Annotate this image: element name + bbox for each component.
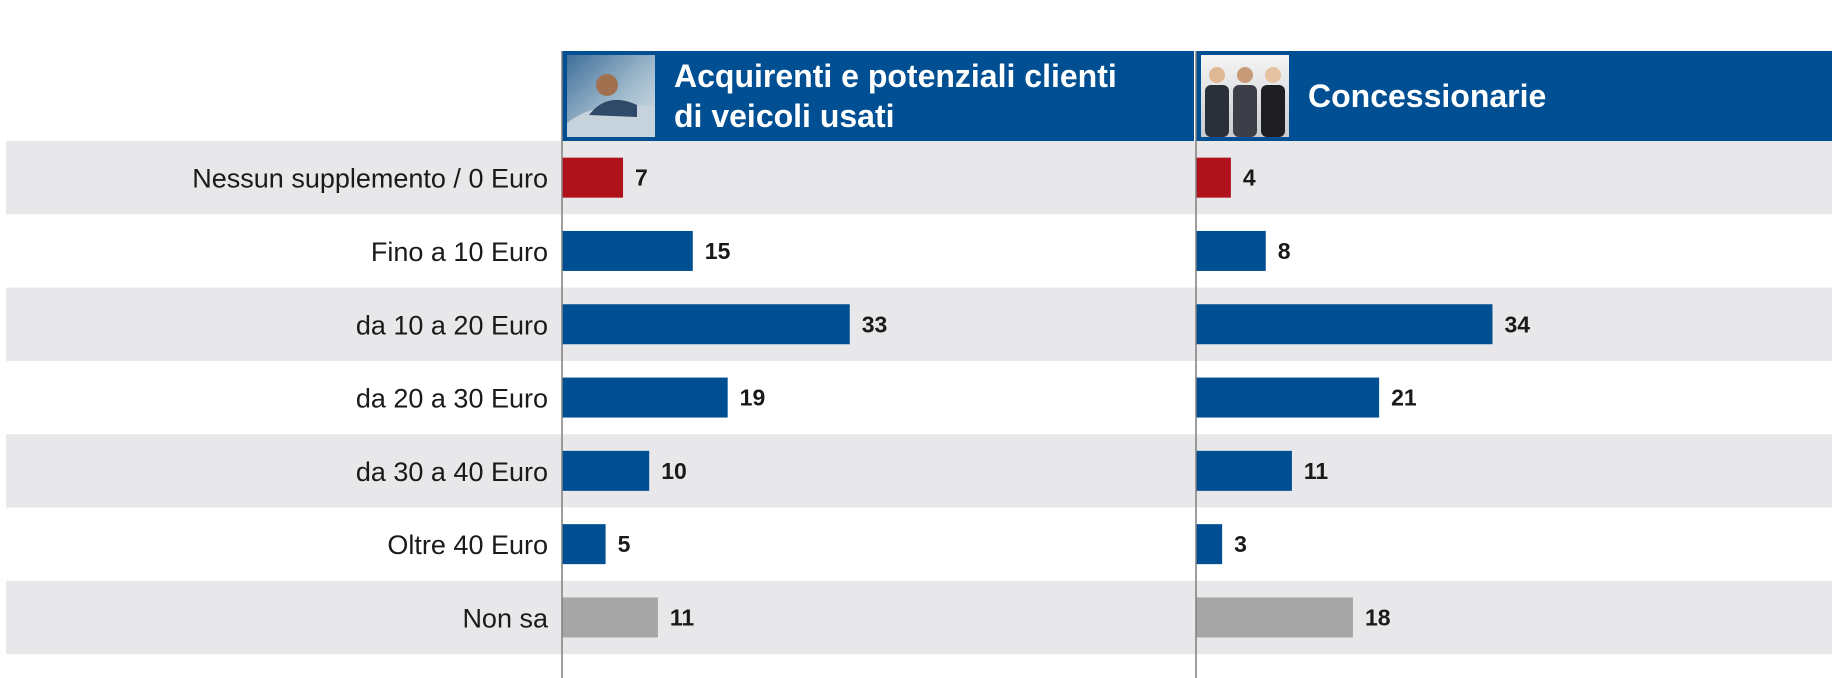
value-label-series-1-oltre-40-euro: 5 [618, 531, 631, 557]
value-label-series-1-fino-a-10-euro: 15 [705, 238, 731, 264]
labels-layer: Nessun supplemento / 0 Euro Fino a 10 Eur… [192, 164, 1530, 634]
series-title-1-line-2: di veicoli usati [674, 98, 895, 134]
person-head-shape [596, 74, 618, 96]
value-label-series-1-da-10-a-20-euro: 33 [862, 311, 888, 337]
row-stripes [6, 141, 1832, 655]
bar-series-2-da-20-a-30-euro [1196, 377, 1380, 418]
value-label-series-2-fino-a-10-euro: 8 [1278, 238, 1291, 264]
category-label-da-30-a-40-euro: da 30 a 40 Euro [356, 457, 548, 487]
dealer-person-body-2 [1233, 85, 1257, 137]
value-label-series-1-da-20-a-30-euro: 19 [740, 385, 766, 411]
bars-layer [562, 157, 1493, 638]
bar-series-2-non-sa [1196, 597, 1353, 638]
row-stripe-non-sa [6, 580, 1832, 655]
dealership-photo [1201, 55, 1289, 137]
dealer-person-body-1 [1205, 85, 1229, 137]
bar-series-2-nessun-supplemento-0-euro [1196, 157, 1231, 198]
dealer-person-body-3 [1261, 85, 1285, 137]
value-label-series-1-non-sa: 11 [670, 604, 695, 630]
header-panel-1 [562, 51, 1194, 141]
dealer-person-head-3 [1265, 67, 1281, 83]
category-label-da-20-a-30-euro: da 20 a 30 Euro [356, 384, 548, 414]
bar-series-2-da-10-a-20-euro [1196, 304, 1493, 345]
person-body-shape [589, 99, 637, 117]
series-title-2-line-1: Concessionarie [1308, 78, 1546, 114]
category-label-da-10-a-20-euro: da 10 a 20 Euro [356, 310, 548, 340]
value-label-series-2-da-20-a-30-euro: 21 [1391, 385, 1417, 411]
bar-series-1-da-20-a-30-euro [562, 377, 728, 418]
series-title-1-line-1: Acquirenti e potenziali clienti [674, 58, 1117, 94]
category-label-non-sa: Non sa [462, 603, 549, 633]
bar-series-1-nessun-supplemento-0-euro [562, 157, 624, 198]
dealer-person-head-2 [1237, 67, 1253, 83]
bar-series-2-da-30-a-40-euro [1196, 450, 1292, 491]
bar-series-1-oltre-40-euro [562, 524, 606, 565]
car-buyer-photo [567, 55, 655, 137]
value-label-series-2-nessun-supplemento-0-euro: 4 [1243, 165, 1256, 191]
axes-layer [561, 51, 1197, 678]
bar-series-1-fino-a-10-euro [562, 230, 693, 271]
value-label-series-2-da-30-a-40-euro: 11 [1304, 458, 1329, 484]
bar-series-1-non-sa [562, 597, 658, 638]
category-label-fino-a-10-euro: Fino a 10 Euro [371, 237, 548, 267]
row-stripe-da-30-a-40-euro [6, 434, 1832, 508]
dealer-person-head-1 [1209, 67, 1225, 83]
bar-series-2-fino-a-10-euro [1196, 230, 1266, 271]
bar-series-2-oltre-40-euro [1196, 524, 1223, 565]
row-stripe-nessun-supplemento-0-euro [6, 141, 1832, 215]
value-label-series-2-oltre-40-euro: 3 [1234, 531, 1247, 557]
value-label-series-2-da-10-a-20-euro: 34 [1504, 311, 1530, 337]
row-stripe-da-10-a-20-euro [6, 287, 1832, 361]
value-label-series-1-da-30-a-40-euro: 10 [661, 458, 687, 484]
value-label-series-2-non-sa: 18 [1365, 604, 1391, 630]
bar-series-1-da-10-a-20-euro [562, 304, 850, 345]
value-label-series-1-nessun-supplemento-0-euro: 7 [635, 165, 648, 191]
panel-headers: Acquirenti e potenziali clienti di veicol… [562, 51, 1832, 141]
category-label-nessun-supplemento-0-euro: Nessun supplemento / 0 Euro [192, 164, 548, 194]
category-label-oltre-40-euro: Oltre 40 Euro [387, 530, 548, 560]
bar-series-1-da-30-a-40-euro [562, 450, 650, 491]
header-panel-2 [1196, 51, 1832, 141]
